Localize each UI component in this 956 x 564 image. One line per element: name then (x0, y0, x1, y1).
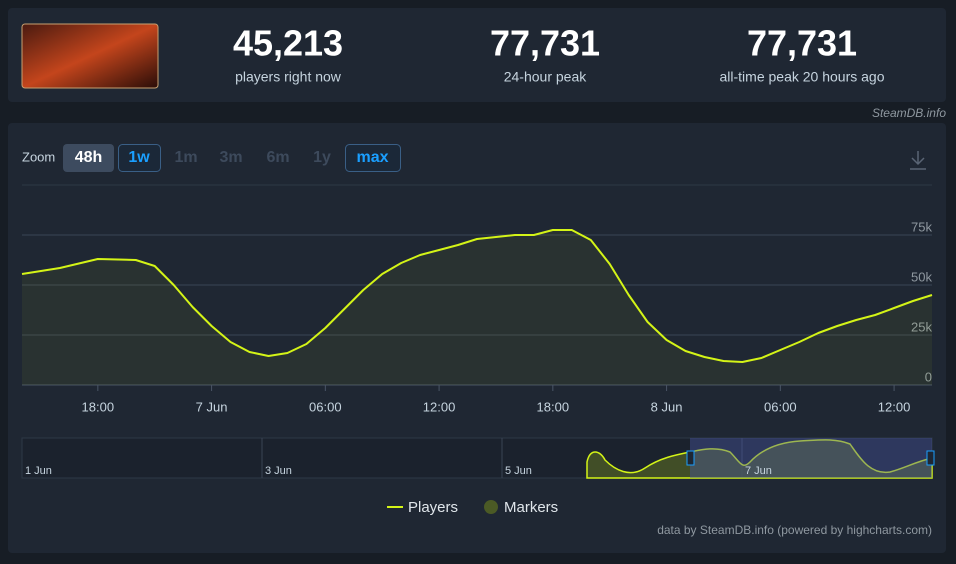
navigator-label: 1 Jun (25, 465, 52, 477)
navigator-label: 5 Jun (505, 465, 532, 477)
navigator-series (586, 439, 933, 479)
zoom-label: Zoom (22, 149, 55, 164)
plot: 0 25k 50k 75k 18:00 7 Jun 06:00 12:00 18:00 8 Jun… (21, 219, 933, 414)
legend-label[interactable]: Players (408, 499, 458, 516)
navigator-handle[interactable] (686, 450, 695, 466)
game-thumbnail (21, 23, 159, 89)
zoom-option[interactable]: 1w (128, 149, 150, 166)
x-tick-label: 12:00 (423, 399, 456, 414)
zoom-option[interactable]: 1m (174, 149, 197, 166)
y-tick-label: 50k (911, 269, 932, 284)
credits[interactable]: data by SteamDB.info (powered by highcha… (657, 523, 932, 537)
download-icon[interactable] (910, 151, 926, 170)
x-tick-label: 8 Jun (651, 399, 683, 414)
stat-label: players right now (235, 69, 342, 85)
stats: 45,213 players right now 77,731 24-hour pea… (233, 23, 885, 85)
zoom-button[interactable] (63, 144, 114, 172)
y-tick-label: 75k (911, 219, 932, 234)
stat-label: 24-hour peak (504, 69, 588, 85)
navigator-handle[interactable] (926, 450, 935, 466)
zoom-option[interactable]: 1y (313, 149, 331, 166)
zoom-option[interactable]: max (356, 149, 388, 166)
zoom-option[interactable]: 3m (219, 149, 242, 166)
legend-label[interactable]: Markers (504, 499, 558, 516)
y-tick-label: 25k (911, 319, 932, 334)
navigator-label: 3 Jun (265, 465, 292, 477)
legend-swatch (484, 500, 498, 514)
stat-value: 45,213 (233, 23, 343, 64)
stats-panel (8, 8, 946, 102)
stat-label: all-time peak 20 hours ago (720, 69, 885, 85)
navigator-label: 7 Jun (745, 465, 772, 477)
zoom-option[interactable]: 6m (266, 149, 289, 166)
stat-value: 77,731 (490, 23, 600, 64)
zoom-button[interactable] (345, 144, 401, 172)
y-tick-label: 0 (925, 369, 932, 384)
zoom-option[interactable]: 48h (75, 149, 103, 166)
zoom-button[interactable] (118, 144, 161, 172)
source: SteamDB.info (872, 106, 946, 120)
stat-value: 77,731 (747, 23, 857, 64)
x-tick-label: 06:00 (764, 399, 797, 414)
navigator-selection[interactable] (690, 438, 932, 478)
navigator: 1 Jun 3 Jun 5 Jun 7 Jun (21, 437, 935, 479)
x-tick-label: 12:00 (878, 399, 911, 414)
x-tick-label: 06:00 (309, 399, 342, 414)
x-tick-label: 18:00 (82, 399, 115, 414)
x-tick-label: 18:00 (537, 399, 570, 414)
x-tick-label: 7 Jun (196, 399, 228, 414)
series-line (21, 229, 933, 363)
series-area (22, 230, 932, 385)
